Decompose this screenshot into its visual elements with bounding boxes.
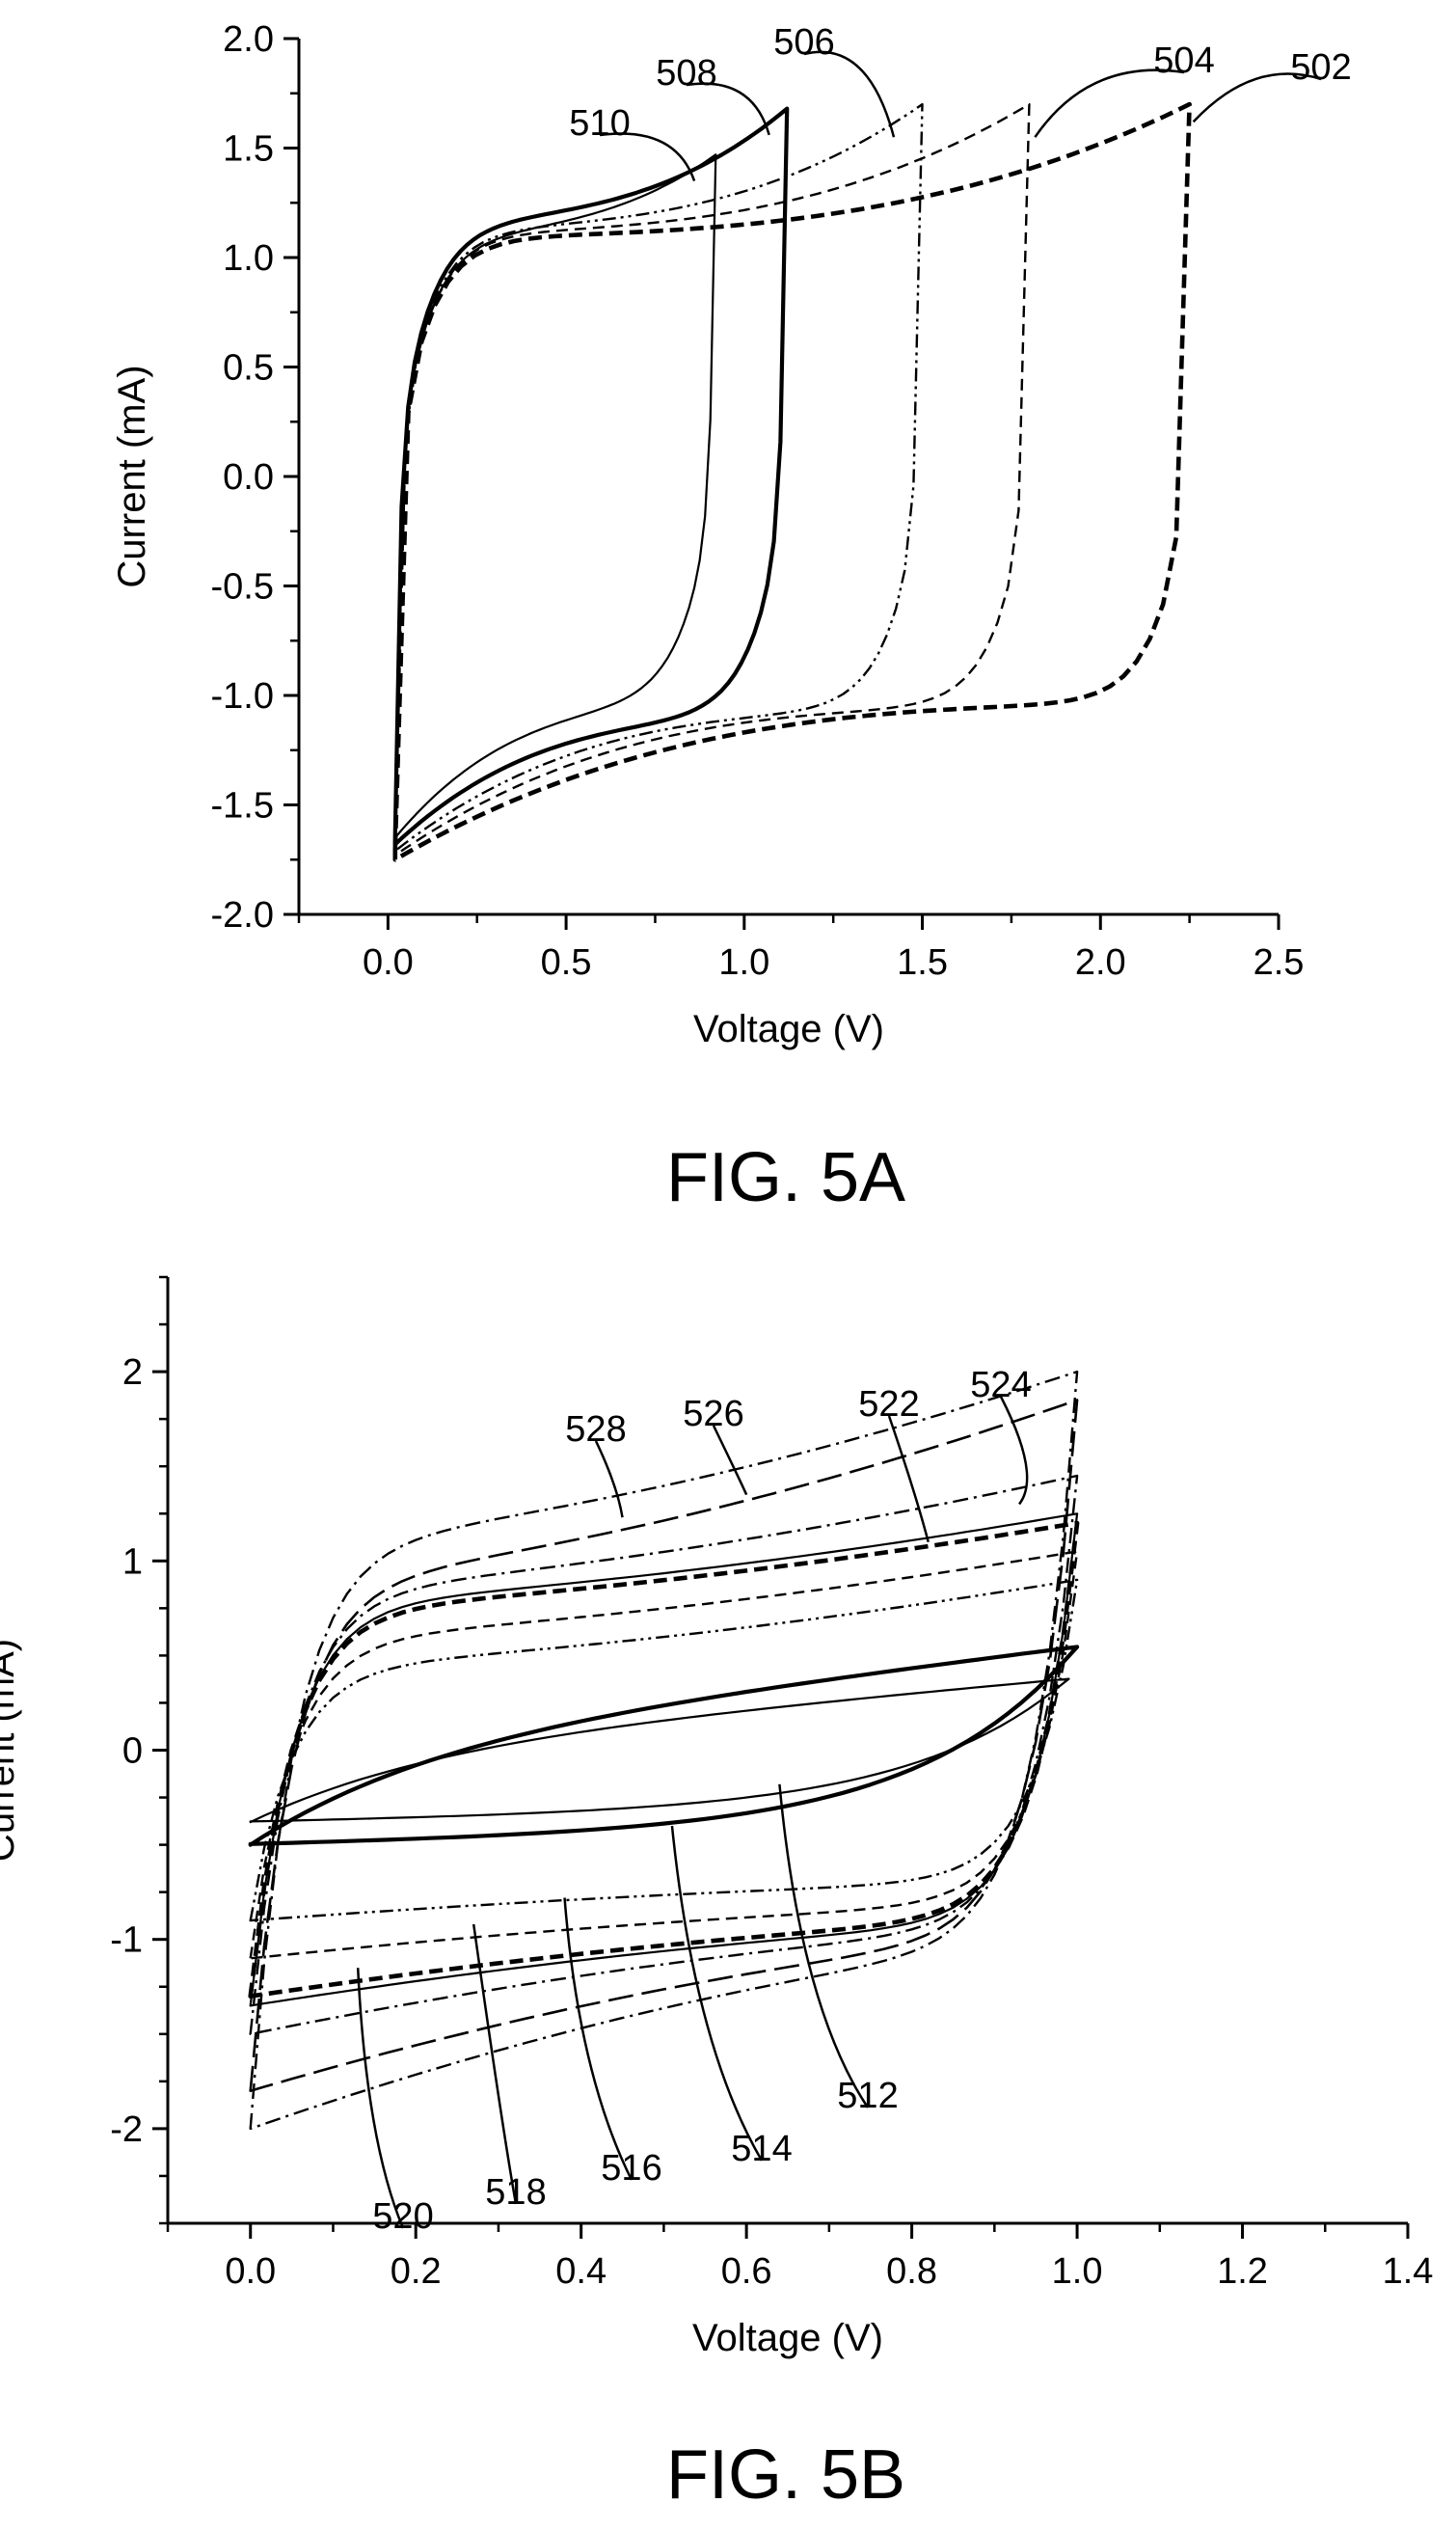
curve-label-526: 526 <box>683 1394 743 1434</box>
x-axis-title: Voltage (V) <box>693 1008 884 1050</box>
y-tick-label: 1 <box>122 1541 143 1582</box>
curve-label-502: 502 <box>1290 47 1351 88</box>
figure-caption-5a: FIG. 5A <box>666 1139 905 1216</box>
curve-leader-line <box>1034 68 1185 138</box>
cv-curve-516 <box>249 1578 1079 1922</box>
y-tick-label: -0.5 <box>211 567 274 608</box>
curve-label-506: 506 <box>773 22 834 63</box>
cv-curve-508 <box>392 106 790 847</box>
x-tick-label: 2.5 <box>1254 942 1305 983</box>
curve-leader-line <box>356 1968 405 2229</box>
figure-caption-5b: FIG. 5B <box>666 2436 905 2514</box>
y-tick-label: -2 <box>110 2109 143 2150</box>
y-tick-label: 2.0 <box>223 19 274 60</box>
cv-curve-524 <box>249 1474 1079 2035</box>
x-tick-label: 0.4 <box>555 2251 607 2292</box>
y-tick-label: -2.0 <box>211 895 274 936</box>
x-tick-label: 1.4 <box>1383 2251 1434 2292</box>
x-axis-title: Voltage (V) <box>692 2317 883 2359</box>
y-tick-label: 0 <box>122 1731 143 1772</box>
curve-label-508: 508 <box>656 53 716 94</box>
cv-curve-512 <box>248 1645 1080 1847</box>
cv-curve-502 <box>392 101 1192 862</box>
x-tick-label: 0.2 <box>391 2251 442 2292</box>
curve-label-528: 528 <box>565 1409 626 1450</box>
curve-leader-line <box>803 50 896 138</box>
curve-leader-line <box>712 1425 748 1496</box>
y-axis-title: Current (mA) <box>111 365 153 587</box>
curve-leader-line <box>599 132 696 181</box>
cv-curve-526 <box>249 1399 1079 2092</box>
x-tick-label: 0.6 <box>721 2251 772 2292</box>
x-tick-label: 0.5 <box>541 942 592 983</box>
cv-curve-520 <box>248 1520 1080 1999</box>
y-tick-label: -1.5 <box>211 786 274 827</box>
x-tick-label: 0.0 <box>363 942 414 983</box>
curve-leader-line <box>472 1923 518 2205</box>
x-tick-label: 2.0 <box>1075 942 1126 983</box>
curve-leader-line <box>670 1825 764 2162</box>
curve-leader-line <box>686 82 770 136</box>
curve-label-522: 522 <box>858 1384 919 1425</box>
x-tick-label: 1.5 <box>897 942 948 983</box>
y-tick-label: 0.0 <box>223 457 274 498</box>
y-tick-label: 0.5 <box>223 348 274 389</box>
curve-leader-line <box>563 1897 634 2181</box>
x-tick-label: 1.2 <box>1217 2251 1268 2292</box>
chart-fig-5a: 0.0 0.5 1.0 1.5 2.0 2.5 -2.0 -1.5 -1.0 -0.5 0.0 0.5… <box>111 19 1352 1050</box>
curve-leader-line <box>778 1783 870 2108</box>
y-tick-label: 1.5 <box>223 129 274 170</box>
curve-label-510: 510 <box>569 103 630 144</box>
x-tick-label: 1.0 <box>718 942 769 983</box>
x-tick-label: 1.0 <box>1052 2251 1103 2292</box>
y-axis-title: Current (mA) <box>0 1639 22 1862</box>
curve-label-516: 516 <box>601 2148 661 2189</box>
x-tick-label: 0.8 <box>886 2251 937 2292</box>
cv-curve-504 <box>393 102 1031 857</box>
cv-curve-528 <box>249 1370 1079 2131</box>
cv-curve-506 <box>393 102 924 853</box>
cv-curve-514 <box>249 1677 1070 1824</box>
y-tick-label: 1.0 <box>223 238 274 279</box>
curve-leader-line <box>594 1440 624 1518</box>
curve-label-518: 518 <box>485 2172 546 2213</box>
curve-label-504: 504 <box>1153 41 1214 81</box>
curve-leader-line <box>887 1415 930 1542</box>
chart-fig-5b: 0.0 0.2 0.4 0.6 0.8 1.0 1.2 1.4 -2 -1 0 1 2 Voltage (… <box>0 1275 1434 2359</box>
curve-leader-line <box>999 1396 1029 1506</box>
y-tick-label: 2 <box>122 1352 143 1393</box>
y-tick-label: -1 <box>110 1920 143 1961</box>
cv-curve-522 <box>249 1512 1079 2007</box>
curve-label-524: 524 <box>970 1365 1031 1405</box>
x-tick-label: 0.0 <box>225 2251 276 2292</box>
y-tick-label: -1.0 <box>211 676 274 717</box>
curve-label-514: 514 <box>731 2129 792 2169</box>
cv-curve-518 <box>249 1550 1079 1960</box>
curve-label-520: 520 <box>372 2196 433 2237</box>
curve-label-512: 512 <box>837 2076 898 2116</box>
curve-leader-line <box>1192 72 1322 123</box>
cv-curve-510 <box>393 153 717 839</box>
